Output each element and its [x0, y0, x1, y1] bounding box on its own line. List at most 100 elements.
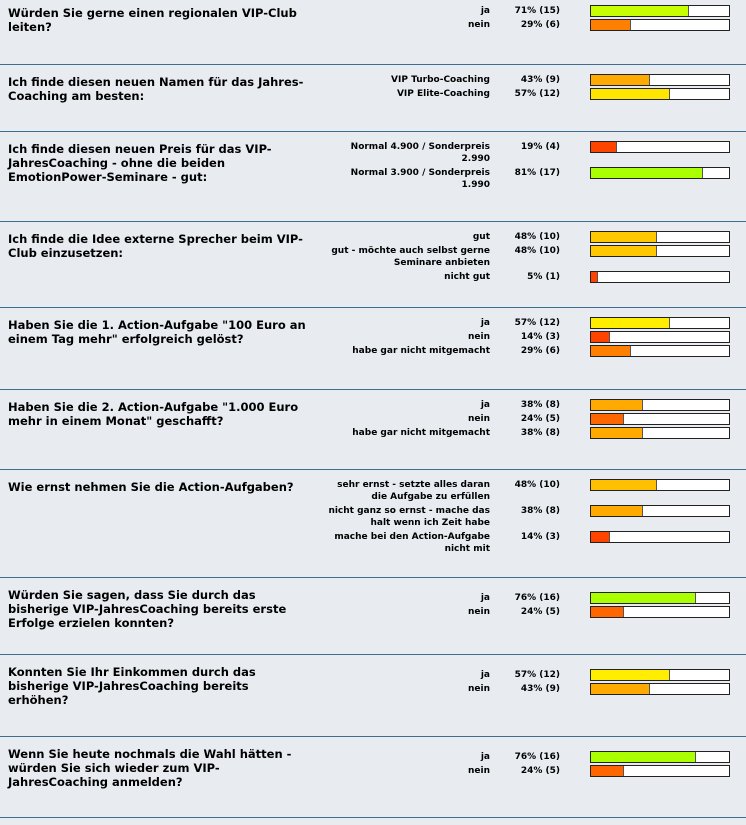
option-result: 38% (8) — [520, 506, 560, 516]
result-bar — [590, 427, 730, 439]
option-result: 29% (6) — [520, 20, 560, 30]
option-result: 71% (15) — [514, 6, 560, 16]
option-result: 48% (10) — [514, 232, 560, 242]
option-result: 81% (17) — [514, 168, 560, 178]
poll-option-row: VIP Turbo-Coaching 43% (9) — [320, 74, 740, 86]
poll-option-row: nein 14% (3) — [320, 331, 740, 343]
poll-section: Würden Sie gerne einen regionalen VIP-Cl… — [0, 0, 746, 65]
poll-option-row: nein 29% (6) — [320, 19, 740, 31]
option-label: ja — [480, 670, 490, 680]
result-bar — [590, 505, 730, 517]
option-result: 48% (10) — [514, 480, 560, 490]
result-bar — [590, 399, 730, 411]
result-bar — [590, 88, 730, 100]
option-label: nicht gut — [444, 272, 490, 282]
option-label: habe gar nicht mitgemacht — [352, 346, 490, 356]
option-result: 57% (12) — [514, 89, 560, 99]
option-label: gut - möchte auch selbst gerne Seminare … — [331, 246, 490, 268]
option-label: VIP Elite-Coaching — [396, 89, 490, 99]
result-bar — [590, 413, 730, 425]
poll-question: Konnten Sie Ihr Einkommen durch das bish… — [8, 665, 256, 707]
poll-section: Haben Sie die 2. Action-Aufgabe "1.000 E… — [0, 390, 746, 470]
result-bar — [590, 317, 730, 329]
poll-option-row: ja 38% (8) — [320, 399, 740, 411]
result-bar — [590, 231, 730, 243]
poll-option-row: sehr ernst - setzte alles daran die Aufg… — [320, 479, 740, 503]
option-result: 24% (5) — [520, 607, 560, 617]
option-label: ja — [480, 400, 490, 410]
poll-option-row: ja 76% (16) — [320, 592, 740, 604]
result-bar-fill — [591, 670, 670, 680]
result-bar-fill — [591, 20, 632, 30]
result-bar-fill — [591, 75, 651, 85]
poll-option-row: habe gar nicht mitgemacht 38% (8) — [320, 427, 740, 439]
option-result: 43% (9) — [520, 75, 560, 85]
poll-option-row: gut - möchte auch selbst gerne Seminare … — [320, 245, 740, 269]
result-bar — [590, 765, 730, 777]
poll-option-row: gut 48% (10) — [320, 231, 740, 243]
poll-option-row: habe gar nicht mitgemacht 29% (6) — [320, 345, 740, 357]
poll-question: Ich finde diesen neuen Preis für das VIP… — [8, 142, 272, 184]
result-bar-fill — [591, 752, 696, 762]
poll-section: Haben Sie die 1. Action-Aufgabe "100 Eur… — [0, 308, 746, 390]
poll-section: Ich finde diesen neuen Namen für das Jah… — [0, 65, 746, 132]
poll-section: Wie ernst nehmen Sie die Action-Aufgaben… — [0, 470, 746, 578]
poll-option-row: nein 24% (5) — [320, 765, 740, 777]
result-bar-fill — [591, 428, 644, 438]
option-label: nein — [467, 414, 490, 424]
poll-option-row: mache bei den Action-Aufgabe nicht mit 14… — [320, 531, 740, 555]
option-label: nein — [467, 607, 490, 617]
result-bar — [590, 531, 730, 543]
option-result: 57% (12) — [514, 670, 560, 680]
result-bar-fill — [591, 6, 689, 16]
option-result: 57% (12) — [514, 318, 560, 328]
result-bar-fill — [591, 246, 658, 256]
result-bar-fill — [591, 684, 651, 694]
poll-option-row: nein 24% (5) — [320, 606, 740, 618]
option-label: Normal 3.900 / Sonderpreis 1.990 — [350, 168, 490, 190]
result-bar-fill — [591, 414, 625, 424]
result-bar — [590, 345, 730, 357]
result-bar-fill — [591, 607, 625, 617]
option-result: 76% (16) — [514, 752, 560, 762]
option-result: 38% (8) — [520, 400, 560, 410]
option-label: mache bei den Action-Aufgabe nicht mit — [334, 532, 490, 554]
result-bar — [590, 669, 730, 681]
option-result: 43% (9) — [520, 684, 560, 694]
result-bar-fill — [591, 532, 611, 542]
poll-question: Ich finde die Idee externe Sprecher beim… — [8, 232, 303, 260]
option-result: 5% (1) — [527, 272, 560, 282]
option-result: 14% (3) — [520, 532, 560, 542]
poll-section: Konnten Sie Ihr Einkommen durch das bish… — [0, 655, 746, 737]
poll-question: Würden Sie sagen, dass Sie durch das bis… — [8, 588, 287, 630]
poll-option-row: nein 24% (5) — [320, 413, 740, 425]
result-bar — [590, 245, 730, 257]
poll-question: Ich finde diesen neuen Namen für das Jah… — [8, 75, 304, 103]
result-bar — [590, 592, 730, 604]
option-label: ja — [480, 593, 490, 603]
poll-option-row: nicht gut 5% (1) — [320, 271, 740, 283]
option-result: 48% (10) — [514, 246, 560, 256]
result-bar-fill — [591, 346, 632, 356]
option-label: ja — [480, 6, 490, 16]
poll-option-row: Normal 3.900 / Sonderpreis 1.990 81% (17) — [320, 167, 740, 191]
poll-option-row: nicht ganz so ernst - mache das halt wen… — [320, 505, 740, 529]
option-label: gut — [472, 232, 490, 242]
poll-option-row: ja 76% (16) — [320, 751, 740, 763]
poll-section: Wenn Sie heute nochmals die Wahl hätten … — [0, 737, 746, 818]
result-bar-fill — [591, 89, 670, 99]
option-label: Normal 4.900 / Sonderpreis 2.990 — [350, 142, 490, 164]
poll-option-row: Normal 4.900 / Sonderpreis 2.990 19% (4) — [320, 141, 740, 165]
option-label: nein — [467, 20, 490, 30]
poll-option-row: ja 57% (12) — [320, 317, 740, 329]
option-result: 38% (8) — [520, 428, 560, 438]
poll-option-row: ja 71% (15) — [320, 5, 740, 17]
result-bar — [590, 19, 730, 31]
poll-question: Haben Sie die 2. Action-Aufgabe "1.000 E… — [8, 400, 299, 428]
option-result: 24% (5) — [520, 766, 560, 776]
option-label: habe gar nicht mitgemacht — [352, 428, 490, 438]
option-result: 19% (4) — [520, 142, 560, 152]
poll-option-row: nein 43% (9) — [320, 683, 740, 695]
option-label: nicht ganz so ernst - mache das halt wen… — [328, 506, 490, 528]
result-bar-fill — [591, 168, 703, 178]
